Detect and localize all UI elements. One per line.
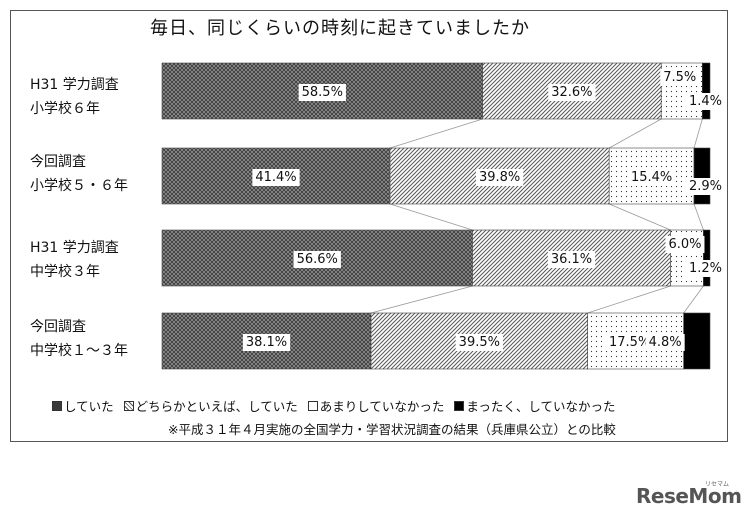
connector-line-3-2: [587, 285, 671, 314]
data-label-bg-2-4: [685, 178, 725, 195]
bar-segment-1-4: [702, 62, 711, 120]
legend-label-4: まったく、していなかった: [466, 399, 616, 414]
legend-label-3: あまりしていなかった: [319, 399, 445, 414]
chart-frame: [10, 10, 728, 442]
connector-line-2-1: [389, 203, 473, 231]
legend-swatch-4: [454, 400, 465, 411]
data-label-bg-3-4: [685, 260, 725, 277]
data-label-1-1: 58.5%: [302, 85, 343, 100]
category-label-4: 今回調査 中学校１～３年: [30, 315, 128, 363]
brand-logo: ReseMom: [636, 484, 742, 508]
data-label-4-1: 38.1%: [246, 335, 287, 350]
bar-segment-2-4: [693, 147, 711, 205]
connector-line-3-3: [683, 285, 704, 314]
data-label-bg-2-3: [627, 169, 676, 186]
data-label-bg-4-2: [455, 334, 503, 351]
bar-segment-3-4: [703, 229, 711, 287]
legend-item-2: どちらかといえば、していた: [123, 396, 298, 415]
data-label-1-4: 1.4%: [689, 94, 722, 109]
data-label-bg-1-3: [660, 69, 700, 86]
legend-swatch-1: [52, 400, 62, 411]
data-label-bg-4-4: [645, 334, 685, 351]
legend: していた どちらかといえば、していた あまりしていなかった まったく、していなか…: [52, 396, 620, 415]
data-label-bg-2-2: [475, 169, 524, 186]
category-label-4-line1: 今回調査: [30, 319, 86, 335]
category-label-1-line2: 小学校６年: [30, 101, 100, 117]
data-label-2-4: 2.9%: [689, 179, 722, 194]
connector-line-1-3: [693, 118, 703, 149]
data-label-3-4: 1.2%: [689, 261, 722, 276]
data-label-3-1: 56.6%: [297, 252, 338, 267]
data-label-bg-4-1: [242, 334, 291, 351]
data-label-bg-1-2: [548, 84, 596, 101]
data-label-bg-1-4: [685, 93, 725, 110]
bar-segment-4-4: [683, 312, 711, 370]
connector-line-2-3: [693, 203, 704, 231]
legend-item-3: あまりしていなかった: [307, 396, 445, 415]
data-label-bg-2-1: [252, 169, 300, 186]
category-label-3-line1: H31 学力調査: [30, 240, 119, 256]
category-label-4-line2: 中学校１～３年: [30, 343, 128, 359]
legend-item-1: していた: [52, 396, 114, 415]
bar-segment-1-2: [482, 62, 662, 120]
connector-line-2-2: [609, 203, 671, 231]
category-label-3-line2: 中学校３年: [30, 264, 100, 280]
data-label-bg-3-2: [547, 251, 596, 268]
category-label-2-line1: 今回調査: [30, 154, 86, 170]
connector-line-1-2: [609, 118, 662, 149]
chart-title: 毎日、同じくらいの時刻に起きていましたか: [150, 18, 530, 39]
data-label-1-3: 7.5%: [663, 70, 696, 85]
data-label-2-3: 15.4%: [631, 170, 672, 185]
category-label-3: H31 学力調査 中学校３年: [30, 236, 119, 284]
data-label-2-1: 41.4%: [255, 170, 296, 185]
category-label-2: 今回調査 小学校５・６年: [30, 150, 128, 198]
footnote: ※平成３１年４月実施の全国学力・学習状況調査の結果（兵庫県公立）との比較: [168, 422, 616, 437]
data-label-bg-1-1: [298, 84, 346, 101]
connector-line-1-1: [389, 118, 483, 149]
data-label-4-4: 4.8%: [649, 335, 682, 350]
category-label-1: H31 学力調査 小学校６年: [30, 73, 119, 121]
brand-logo-sub: リセマム: [705, 481, 730, 488]
data-label-3-2: 36.1%: [551, 252, 592, 267]
category-label-1-line1: H31 学力調査: [30, 77, 119, 93]
legend-label-2: どちらかといえば、していた: [135, 399, 298, 414]
legend-item-4: まったく、していなかった: [454, 396, 616, 415]
legend-label-1: していた: [64, 399, 114, 414]
connector-line-3-1: [370, 285, 473, 314]
legend-swatch-2: [123, 400, 134, 411]
data-label-4-2: 39.5%: [459, 335, 500, 350]
category-label-2-line2: 小学校５・６年: [30, 178, 128, 194]
data-label-bg-3-1: [293, 251, 341, 268]
data-label-1-2: 32.6%: [551, 85, 592, 100]
legend-swatch-3: [307, 400, 318, 411]
data-label-3-3: 6.0%: [668, 237, 701, 252]
data-label-bg-3-3: [665, 236, 705, 253]
data-label-2-2: 39.8%: [479, 170, 520, 185]
data-label-4-3: 17.5%: [609, 335, 650, 350]
data-label-bg-4-3: [606, 334, 654, 351]
